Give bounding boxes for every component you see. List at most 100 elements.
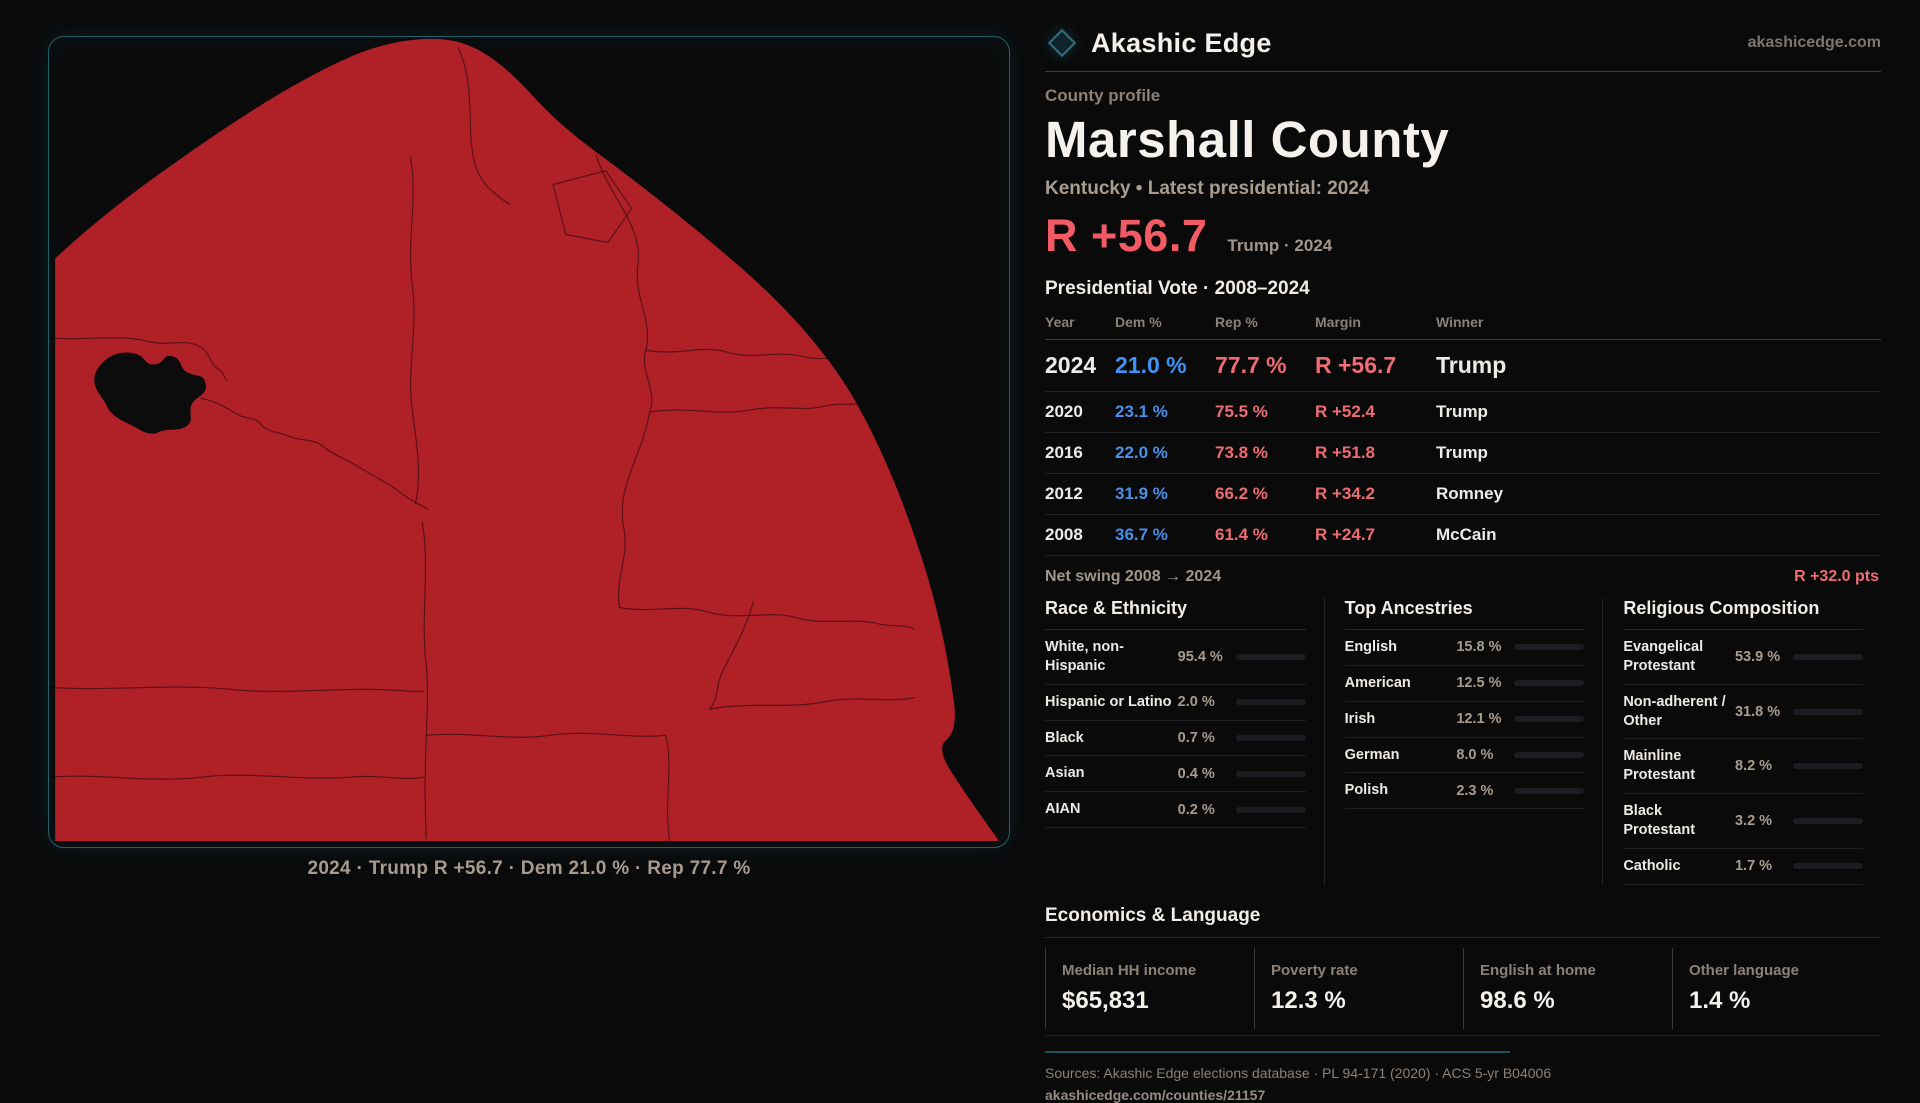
map-caption: 2024 · Trump R +56.7 · Dem 21.0 % · Rep … xyxy=(307,858,751,879)
stat-value: 15.8 % xyxy=(1456,639,1502,656)
brand-domain-link[interactable]: akashicedge.com xyxy=(1747,34,1881,51)
stat-label: Polish xyxy=(1344,782,1389,799)
col-dem: Dem % xyxy=(1115,314,1162,330)
kicker-label: County profile xyxy=(1045,86,1161,105)
stat-bar xyxy=(1792,763,1863,770)
stat-bar xyxy=(1792,708,1863,715)
demographics-section: Race & Ethnicity White, non-Hispanic 95.… xyxy=(1045,598,1881,885)
stat-bar xyxy=(1235,770,1306,777)
county-map[interactable] xyxy=(49,37,1009,847)
stat-value: 8.2 % xyxy=(1734,758,1773,775)
footer-accent-rule xyxy=(1045,1050,1510,1053)
stat-value: 12.5 % xyxy=(1456,675,1502,692)
permalink[interactable]: akashicedge.com/counties/21157 xyxy=(1045,1086,1266,1103)
stat-label: English xyxy=(1344,639,1398,655)
stat-bar xyxy=(1792,817,1863,824)
economics-cards: Median HH income $65,831 Poverty rate 12… xyxy=(1045,938,1881,1036)
stat-bar xyxy=(1514,716,1585,723)
stat-bar xyxy=(1792,863,1863,870)
year-cell: 2008 xyxy=(1045,525,1083,544)
margin-cell: R +24.7 xyxy=(1315,525,1376,544)
headline-margin-row: R +56.7 Trump · 2024 xyxy=(1045,210,1881,262)
county-map-panel xyxy=(48,36,1010,848)
stat-value: 31.8 % xyxy=(1734,703,1781,720)
stat-card-value: 12.3 % xyxy=(1271,986,1346,1014)
stat-card-label: Poverty rate xyxy=(1271,961,1358,979)
rep-cell: 73.8 % xyxy=(1215,443,1268,462)
margin-cell: R +56.7 xyxy=(1315,352,1397,378)
stat-card-label: Other language xyxy=(1689,961,1800,979)
stat-bar xyxy=(1514,644,1585,651)
stat-row: White, non-Hispanic 95.4 % xyxy=(1045,630,1306,685)
winner-cell: Trump xyxy=(1436,443,1488,462)
table-row: 2016 22.0 % 73.8 % R +51.8 Trump xyxy=(1045,433,1881,474)
brand-name: Akashic Edge xyxy=(1091,27,1272,58)
stat-value: 2.0 % xyxy=(1177,694,1215,711)
stat-label: AIAN xyxy=(1045,801,1081,818)
religion-title: Religious Composition xyxy=(1623,598,1863,630)
stat-value: 1.7 % xyxy=(1734,858,1773,875)
race-ethnicity-column: Race & Ethnicity White, non-Hispanic 95.… xyxy=(1045,598,1324,885)
stat-label: Irish xyxy=(1344,710,1376,727)
stat-label: American xyxy=(1344,674,1411,691)
net-swing-label: Net swing 2008 → 2024 xyxy=(1045,568,1222,585)
stat-value: 53.9 % xyxy=(1734,648,1781,665)
stat-card: Poverty rate 12.3 % xyxy=(1254,947,1463,1029)
precinct-boundaries xyxy=(49,46,916,842)
col-winner: Winner xyxy=(1436,314,1484,330)
stat-value: 0.2 % xyxy=(1177,801,1215,818)
race-title: Race & Ethnicity xyxy=(1045,598,1306,630)
stat-label: Hispanic or Latino xyxy=(1045,693,1172,710)
headline-margin-value: R +56.7 xyxy=(1045,210,1208,261)
header: Akashic Edge akashicedge.com xyxy=(1045,26,1881,60)
stat-bar xyxy=(1514,787,1585,794)
col-year: Year xyxy=(1045,314,1075,330)
year-cell: 2012 xyxy=(1045,484,1083,503)
vote-table-title: Presidential Vote · 2008–2024 xyxy=(1045,278,1310,299)
stat-label: Mainline Protestant xyxy=(1623,748,1696,784)
margin-cell: R +51.8 xyxy=(1315,443,1376,462)
rep-cell: 66.2 % xyxy=(1215,484,1268,503)
stat-row: Polish 2.3 % xyxy=(1344,773,1585,810)
stat-value: 0.7 % xyxy=(1177,729,1215,746)
stat-label: Evangelical Protestant xyxy=(1623,639,1704,674)
stat-row: Asian 0.4 % xyxy=(1045,756,1306,793)
year-cell: 2016 xyxy=(1045,443,1083,462)
rep-cell: 61.4 % xyxy=(1215,525,1268,544)
winner-cell: Trump xyxy=(1436,402,1488,421)
county-profile-panel: Akashic Edge akashicedge.com County prof… xyxy=(1045,26,1881,1103)
ancestries-title: Top Ancestries xyxy=(1344,598,1585,630)
stat-card-label: Median HH income xyxy=(1062,961,1197,979)
col-margin: Margin xyxy=(1315,314,1361,330)
dem-cell: 31.9 % xyxy=(1115,484,1168,503)
net-swing-value: R +32.0 pts xyxy=(1794,568,1879,585)
stat-value: 95.4 % xyxy=(1177,648,1223,665)
vote-table: Year Dem % Rep % Margin Winner 2024 21.0… xyxy=(1045,314,1881,556)
vote-table-header: Year Dem % Rep % Margin Winner xyxy=(1045,314,1881,340)
stat-card-value: 98.6 % xyxy=(1480,986,1555,1014)
stat-row: German 8.0 % xyxy=(1344,738,1585,774)
table-row: 2024 21.0 % 77.7 % R +56.7 Trump xyxy=(1045,340,1881,392)
stat-row: Black Protestant 3.2 % xyxy=(1623,794,1863,849)
stat-row: American 12.5 % xyxy=(1344,666,1585,702)
dem-cell: 36.7 % xyxy=(1115,525,1168,544)
stat-row: Non-adherent / Other 31.8 % xyxy=(1623,685,1863,740)
diamond-logo-icon xyxy=(1047,28,1077,58)
stat-card: Median HH income $65,831 xyxy=(1045,947,1254,1029)
economics-title: Economics & Language xyxy=(1045,905,1881,938)
winner-cell: McCain xyxy=(1436,525,1497,544)
stat-row: Hispanic or Latino 2.0 % xyxy=(1045,685,1306,721)
page-title: Marshall County xyxy=(1045,111,1450,168)
col-rep: Rep % xyxy=(1215,314,1258,330)
margin-cell: R +34.2 xyxy=(1315,484,1376,503)
county-shape xyxy=(55,38,999,842)
ancestries-column: Top Ancestries English 15.8 % American 1… xyxy=(1323,598,1603,885)
stat-row: Catholic 1.7 % xyxy=(1623,849,1863,885)
stat-row: Irish 12.1 % xyxy=(1344,702,1585,738)
rep-cell: 77.7 % xyxy=(1215,352,1287,378)
stat-value: 2.3 % xyxy=(1456,782,1494,799)
table-row: 2008 36.7 % 61.4 % R +24.7 McCain xyxy=(1045,515,1881,556)
winner-cell: Romney xyxy=(1436,484,1504,503)
stat-row: English 15.8 % xyxy=(1344,630,1585,666)
net-swing-row: Net swing 2008 → 2024 R +32.0 pts xyxy=(1045,556,1881,596)
